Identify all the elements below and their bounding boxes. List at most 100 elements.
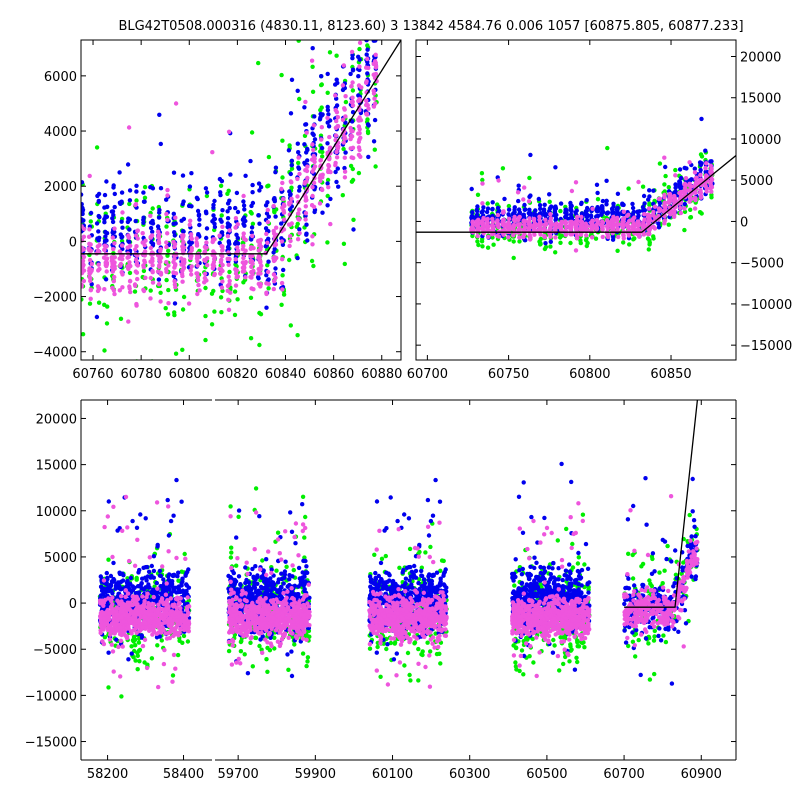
data-point (333, 160, 338, 166)
data-point (171, 604, 176, 609)
data-point (373, 52, 378, 57)
data-point (202, 280, 207, 285)
data-point (698, 162, 703, 168)
data-point (128, 289, 133, 295)
data-point (94, 145, 100, 150)
data-point (101, 603, 106, 608)
data-point (137, 659, 142, 664)
data-point (81, 226, 87, 232)
data-point (203, 186, 209, 191)
data-point (137, 583, 142, 589)
data-point (119, 632, 124, 638)
data-point (569, 216, 574, 221)
data-point (568, 200, 573, 206)
data-point (553, 216, 559, 221)
data-point (579, 219, 585, 225)
data-point (156, 602, 161, 607)
data-point (698, 167, 703, 173)
data-point (288, 171, 293, 177)
data-point (287, 207, 293, 212)
data-point (112, 291, 117, 297)
data-point (98, 574, 104, 579)
data-point (225, 288, 230, 293)
data-point (682, 206, 687, 211)
data-point (708, 180, 713, 185)
data-point (364, 40, 369, 43)
data-point (694, 175, 699, 180)
data-point (662, 155, 667, 160)
data-point (537, 203, 543, 208)
data-point (476, 242, 481, 248)
data-point (204, 190, 210, 195)
data-point (141, 587, 147, 592)
data-point (536, 196, 541, 202)
data-point (621, 240, 626, 245)
data-point (647, 238, 652, 243)
data-point (287, 143, 292, 148)
data-point (326, 124, 332, 129)
data-point (340, 117, 346, 123)
data-point (232, 312, 238, 318)
data-point (341, 63, 346, 68)
data-point (248, 336, 254, 341)
data-point (359, 85, 364, 90)
data-point (164, 259, 169, 265)
data-point (179, 499, 184, 504)
data-point (272, 635, 277, 640)
data-point (341, 146, 346, 152)
data-point (543, 244, 549, 250)
data-point (103, 597, 108, 603)
data-point (157, 232, 162, 237)
data-point (317, 201, 323, 206)
data-point (305, 238, 310, 243)
data-point (157, 264, 162, 269)
data-point (157, 573, 163, 578)
data-point (302, 105, 307, 110)
data-point (241, 199, 246, 204)
data-point (678, 175, 684, 181)
data-point (310, 234, 315, 239)
data-point (204, 226, 210, 231)
data-point (256, 181, 262, 186)
data-point (253, 635, 258, 640)
data-point (657, 208, 662, 214)
data-point (103, 277, 109, 282)
y-tick-label: 0 (740, 215, 748, 230)
y-tick-label: −4000 (33, 346, 77, 361)
data-point (356, 170, 362, 176)
data-point (281, 217, 287, 222)
data-point (541, 227, 547, 232)
data-point (128, 243, 133, 248)
data-point (188, 218, 193, 223)
data-point (219, 213, 224, 218)
data-point (511, 239, 516, 244)
x-tick-label: 60840 (265, 367, 306, 382)
data-point (241, 280, 246, 285)
data-point (180, 576, 185, 581)
data-point (636, 179, 641, 185)
data-point (574, 227, 579, 232)
data-point (102, 220, 107, 225)
data-point (672, 199, 678, 204)
data-point (121, 619, 126, 624)
data-point (574, 218, 580, 223)
data-point (692, 206, 698, 211)
data-point (305, 158, 310, 163)
data-point (652, 226, 658, 231)
data-point (151, 625, 156, 631)
data-point (158, 612, 163, 618)
data-point (110, 554, 115, 560)
data-point (186, 301, 192, 306)
data-point (120, 272, 125, 277)
data-point (310, 64, 315, 70)
data-point (249, 225, 255, 230)
data-point (310, 242, 315, 247)
data-point (479, 239, 485, 244)
data-point (604, 211, 609, 216)
data-point (662, 182, 667, 187)
data-point (310, 193, 315, 199)
data-point (164, 211, 169, 217)
data-point (243, 248, 248, 253)
y-tick-label: 15000 (740, 92, 781, 107)
data-point (241, 255, 246, 261)
